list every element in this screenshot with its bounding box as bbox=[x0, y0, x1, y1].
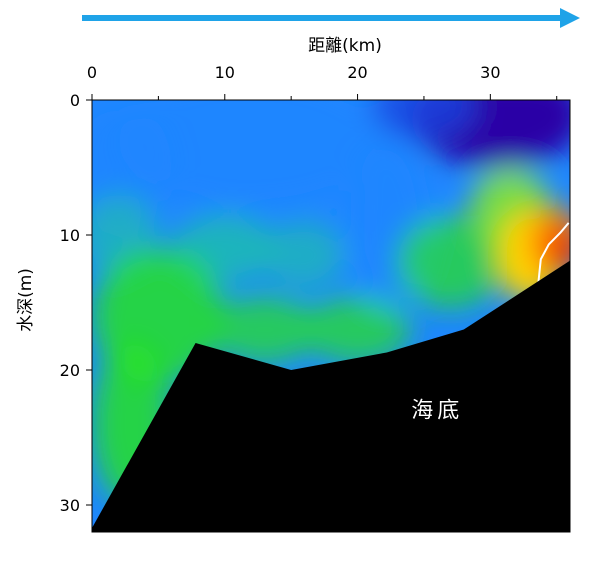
heatmap-field bbox=[264, 221, 345, 289]
heatmap-field bbox=[477, 100, 570, 141]
x-tick-label: 0 bbox=[87, 63, 97, 82]
heatmap-field bbox=[118, 100, 385, 208]
y-tick-label: 30 bbox=[60, 496, 80, 515]
x-axis-ticks: 0 10 20 30 bbox=[87, 63, 558, 100]
heatmap-field bbox=[211, 295, 318, 364]
seafloor-label: 海底 bbox=[411, 398, 463, 423]
heatmap-field bbox=[397, 214, 504, 310]
heatmap-fields bbox=[92, 100, 570, 505]
direction-arrow-head bbox=[560, 8, 580, 28]
x-axis-title: 距離(km) bbox=[308, 36, 382, 56]
x-tick-label: 20 bbox=[347, 63, 367, 82]
x-tick-label: 30 bbox=[480, 63, 500, 82]
seafloor-area bbox=[92, 260, 570, 532]
plot-area bbox=[92, 100, 570, 532]
heatmap-field bbox=[304, 295, 411, 364]
x-tick-label: 10 bbox=[215, 63, 235, 82]
plot-border bbox=[91, 99, 571, 533]
y-tick-label: 0 bbox=[70, 91, 80, 110]
isoline bbox=[537, 222, 570, 286]
y-axis-ticks: 0 10 20 30 bbox=[60, 91, 92, 515]
y-axis-title: 水深(m) bbox=[16, 268, 36, 332]
direction-arrow bbox=[82, 8, 580, 28]
heatmap-field bbox=[370, 100, 478, 141]
y-tick-label: 10 bbox=[60, 226, 80, 245]
y-tick-label: 20 bbox=[60, 361, 80, 380]
